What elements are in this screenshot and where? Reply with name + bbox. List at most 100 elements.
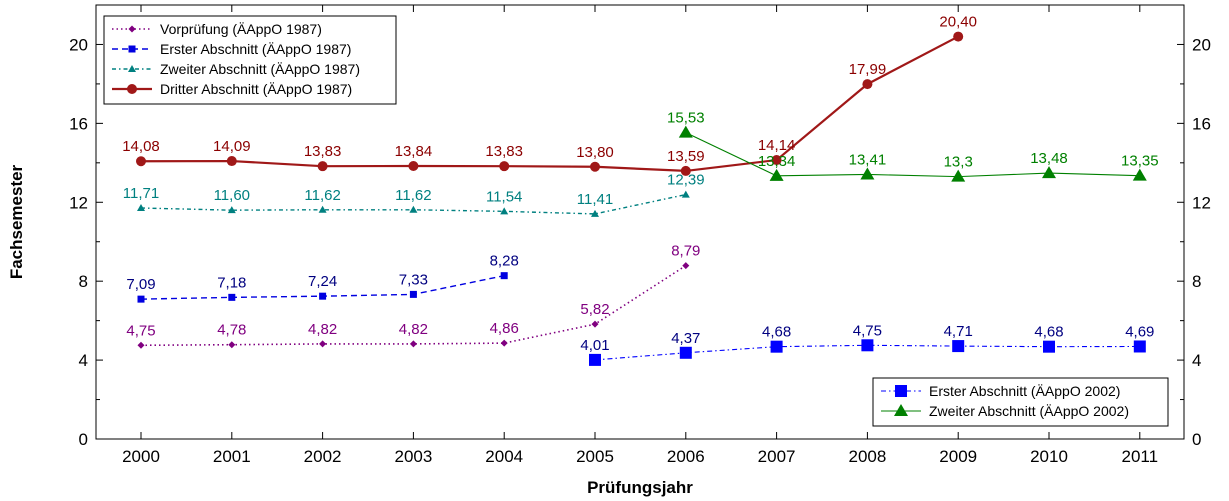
data-point-4-11 <box>1133 340 1146 353</box>
x-tick-label: 2008 <box>848 447 886 466</box>
data-label-3-1: 14,09 <box>213 138 251 155</box>
data-point-5-8 <box>860 167 875 180</box>
legend-marker-2 <box>128 65 136 72</box>
legend-entry-2: Zweiter Abschnitt (ÄAppO 1987) <box>160 61 360 77</box>
data-label-0-0: 4,75 <box>126 322 155 339</box>
x-tick-label: 2001 <box>213 447 251 466</box>
data-label-2-2: 11,62 <box>304 187 340 204</box>
y-tick-label-right: 8 <box>1192 272 1201 291</box>
y-tick-label-right: 4 <box>1192 351 1201 370</box>
legend-marker-0 <box>128 25 136 33</box>
legend-entry-1: Erster Abschnitt (ÄAppO 1987) <box>160 41 351 57</box>
y-tick-label-right: 20 <box>1192 35 1211 54</box>
x-axis-title: Prüfungsjahr <box>587 478 693 497</box>
data-point-2-3 <box>409 205 418 213</box>
data-point-0-4 <box>500 339 508 347</box>
legend-box <box>872 377 1169 427</box>
data-label-0-2: 4,82 <box>308 321 337 338</box>
data-point-3-8 <box>862 79 873 90</box>
data-label-5-9: 13,3 <box>944 154 973 171</box>
legend-marker-4 <box>895 385 907 397</box>
data-label-2-0: 11,71 <box>123 185 159 202</box>
legend-entry-5: Zweiter Abschnitt (ÄAppO 2002) <box>929 403 1129 419</box>
data-point-2-0 <box>137 203 145 211</box>
data-label-1-3: 7,33 <box>399 271 428 288</box>
y-axis-title: Fachsemester <box>7 164 26 279</box>
data-point-2-2 <box>318 205 327 213</box>
data-point-3-2 <box>317 161 328 172</box>
data-label-4-9: 4,71 <box>944 323 973 340</box>
data-point-3-4 <box>499 161 510 172</box>
data-point-4-8 <box>861 339 874 352</box>
x-tick-label: 2004 <box>485 447 523 466</box>
data-label-0-3: 4,82 <box>399 321 428 338</box>
data-point-1-0 <box>137 295 145 303</box>
data-point-3-9 <box>953 31 964 42</box>
data-point-4-6 <box>679 346 692 359</box>
data-label-5-11: 13,35 <box>1121 153 1159 170</box>
data-label-1-1: 7,18 <box>217 274 246 291</box>
data-point-0-0 <box>137 341 145 349</box>
data-point-4-9 <box>952 340 965 353</box>
data-label-1-0: 7,09 <box>126 276 155 293</box>
data-label-3-2: 13,83 <box>304 143 342 160</box>
y-tick-label-left: 4 <box>79 351 88 370</box>
data-label-4-6: 4,37 <box>671 330 700 347</box>
y-tick-label-left: 20 <box>69 35 88 54</box>
data-label-5-6: 15,53 <box>667 110 705 127</box>
x-tick-label: 2003 <box>394 447 432 466</box>
series-line-5 <box>685 132 1140 178</box>
x-tick-label: 2006 <box>667 447 705 466</box>
data-label-3-6: 13,59 <box>667 148 705 165</box>
data-point-3-3 <box>408 160 419 171</box>
data-label-4-11: 4,69 <box>1125 323 1154 340</box>
data-label-2-5: 11,41 <box>577 191 613 208</box>
data-label-3-3: 13,84 <box>395 143 433 160</box>
data-label-3-0: 14,08 <box>122 138 160 155</box>
legend-top-left: Vorprüfung (ÄAppO 1987) Erster Abschnitt … <box>103 15 397 105</box>
data-label-2-6: 12,39 <box>667 172 705 189</box>
data-label-4-10: 4,68 <box>1034 324 1063 341</box>
data-point-3-0 <box>136 156 146 167</box>
series-markers <box>136 31 1147 366</box>
data-point-2-5 <box>591 209 599 217</box>
data-point-0-6 <box>682 262 690 270</box>
y-tick-label-left: 0 <box>79 430 88 449</box>
y-tick-label-right: 16 <box>1192 114 1211 133</box>
legend-marker-5 <box>894 404 908 416</box>
y-tick-label-left: 8 <box>79 272 88 291</box>
data-point-1-3 <box>409 290 417 298</box>
axes: 0 0 4 4 8 8 12 12 16 16 20 20 2000 2001 2002 2003 2004 20… <box>69 5 1211 466</box>
series-line-3 <box>140 35 959 173</box>
data-point-4-7 <box>770 340 783 353</box>
x-tick-label: 2010 <box>1030 447 1068 466</box>
data-point-5-10 <box>1042 166 1056 179</box>
data-point-2-6 <box>681 190 690 198</box>
data-label-5-10: 13,48 <box>1030 150 1068 167</box>
y-tick-label-left: 16 <box>69 114 88 133</box>
data-point-0-2 <box>319 340 327 348</box>
data-labels: 4,75 4,78 4,82 4,82 4,86 5,82 8,79 7,09 7,18 7,24… <box>122 14 1158 354</box>
x-tick-label: 2000 <box>122 447 160 466</box>
data-label-3-7: 14,14 <box>758 137 796 154</box>
data-label-3-5: 13,80 <box>576 144 614 161</box>
legend-box <box>103 15 397 105</box>
data-point-3-6 <box>680 165 691 176</box>
data-point-4-10 <box>1043 340 1055 353</box>
data-label-0-1: 4,78 <box>217 322 246 339</box>
data-point-3-1 <box>226 156 237 167</box>
y-tick-label-right: 0 <box>1192 430 1201 449</box>
data-label-2-4: 11,54 <box>486 188 522 205</box>
data-label-4-5: 4,01 <box>580 337 609 354</box>
data-point-2-1 <box>227 206 236 214</box>
data-point-4-5 <box>589 353 601 366</box>
data-point-0-1 <box>228 341 236 349</box>
data-point-5-7 <box>769 168 784 181</box>
legend-entry-0: Vorprüfung (ÄAppO 1987) <box>160 21 322 37</box>
x-tick-label: 2007 <box>758 447 796 466</box>
data-point-3-7 <box>771 155 782 166</box>
data-point-1-1 <box>228 293 236 301</box>
data-point-0-5 <box>591 320 599 328</box>
data-point-5-9 <box>951 169 966 182</box>
